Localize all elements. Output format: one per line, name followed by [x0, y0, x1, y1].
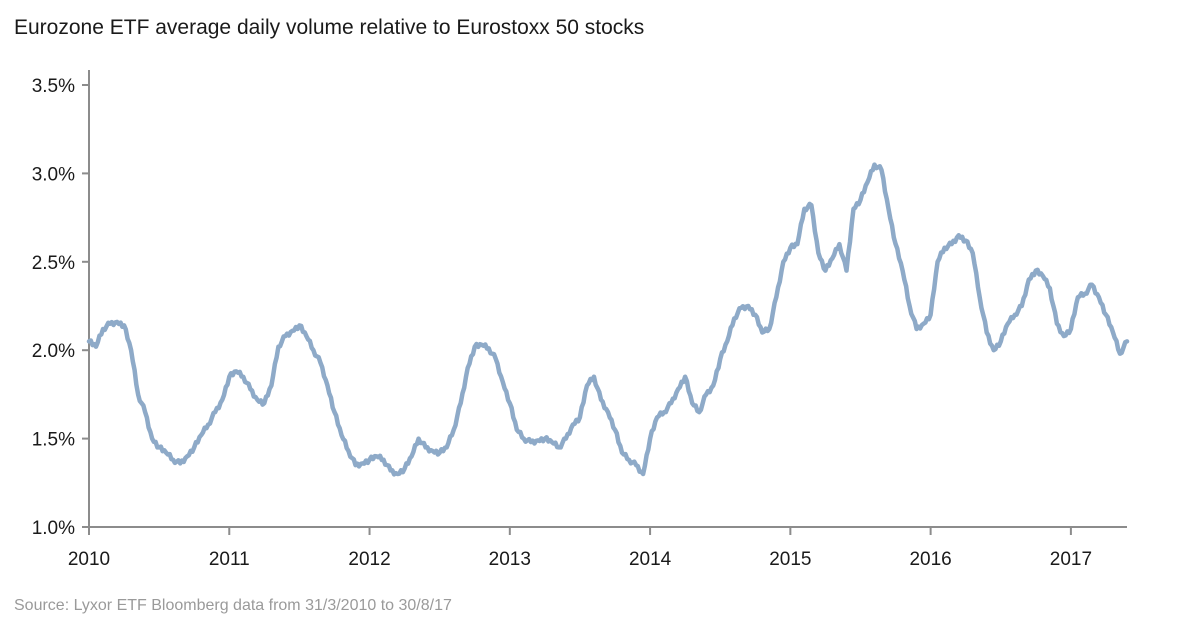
source-note: Source: Lyxor ETF Bloomberg data from 31…	[14, 597, 452, 614]
y-tick-label: 3.5%	[32, 76, 75, 97]
x-tick-label: 2013	[489, 549, 531, 570]
plot-area	[86, 162, 1130, 477]
x-tick-label: 2017	[1050, 549, 1092, 570]
y-tick-label: 1.5%	[32, 430, 75, 451]
axes: 1.0% 1.5% 2.0% 2.5% 3.0% 3.5% 2010 2011 2012 2013…	[32, 70, 1127, 570]
y-tick-label: 2.5%	[32, 253, 75, 274]
y-tick-label: 1.0%	[32, 518, 75, 539]
y-tick-label: 2.0%	[32, 341, 75, 362]
x-tick-label: 2010	[68, 549, 110, 570]
y-tick-label: 3.0%	[32, 164, 75, 185]
x-tick-label: 2011	[209, 549, 250, 570]
x-tick-label: 2015	[769, 549, 811, 570]
x-tick-label: 2014	[629, 549, 672, 570]
x-tick-label: 2012	[348, 549, 390, 570]
series-line	[86, 162, 1130, 477]
chart-title: Eurozone ETF average daily volume relati…	[14, 16, 645, 39]
x-tick-label: 2016	[909, 549, 951, 570]
